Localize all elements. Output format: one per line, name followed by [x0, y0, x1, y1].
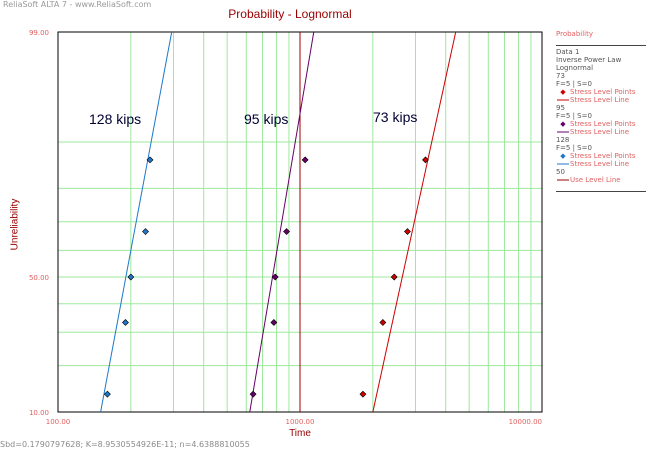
data-point-95: [249, 390, 257, 398]
y-axis-label: Unreliability: [9, 198, 21, 251]
legend-divider: [556, 45, 646, 46]
legend-counts-73: F=5 | S=0: [556, 80, 592, 88]
diamond-marker-icon: ◆: [560, 88, 566, 96]
line-marker-icon: [556, 96, 570, 104]
series-annotation-95: 95 kips: [244, 111, 288, 127]
data-point-73: [404, 228, 411, 235]
data-points: [103, 156, 429, 398]
tick-labels: 100.00 1000.00 10000.00 10.00 50.00 99.00: [29, 29, 542, 426]
legend-line-128: Stress Level Line: [556, 160, 646, 168]
legend-line-label: Stress Level Line: [570, 96, 630, 104]
legend: Probability Data 1 Inverse Power Law Log…: [556, 30, 646, 194]
legend-points-label: Stress Level Points: [570, 120, 636, 128]
data-point-73: [359, 390, 367, 398]
y-tick-label: 10.00: [29, 409, 49, 417]
annotations: 73 kips 95 kips 128 kips: [89, 109, 417, 127]
line-marker-icon: [556, 160, 570, 168]
legend-use-level: Use Level Line: [556, 176, 646, 184]
data-point-73: [390, 273, 398, 281]
legend-distribution: Lognormal: [556, 64, 594, 72]
diamond-marker-icon: ◆: [560, 152, 566, 160]
parameter-footer: Sbd=0.1790797628; K=8.9530554926E-11; n=…: [0, 440, 250, 449]
data-point-128: [142, 228, 149, 235]
legend-line-label: Stress Level Line: [570, 160, 630, 168]
fit-lines: [100, 31, 457, 413]
stress-level-line-128: [100, 31, 173, 413]
legend-line-95: Stress Level Line: [556, 128, 646, 136]
stress-level-line-73: [372, 31, 457, 413]
data-point-128: [122, 319, 129, 326]
legend-points-label: Stress Level Points: [570, 152, 636, 160]
data-point-73: [379, 319, 387, 326]
data-point-95: [271, 273, 279, 281]
legend-points-73: ◆ Stress Level Points: [556, 88, 646, 96]
legend-points-95: ◆ Stress Level Points: [556, 120, 646, 128]
legend-line-73: Stress Level Line: [556, 96, 646, 104]
legend-divider: [556, 191, 646, 192]
legend-line-label: Stress Level Line: [570, 128, 630, 136]
data-point-128: [127, 273, 135, 281]
chart-title: Probability - Lognormal: [228, 7, 352, 21]
legend-model: Inverse Power Law: [556, 56, 622, 64]
legend-counts-95: F=5 | S=0: [556, 112, 592, 120]
legend-stress-95: 95: [556, 104, 565, 112]
data-point-95: [270, 319, 278, 326]
app-watermark: ReliaSoft ALTA 7 - www.ReliaSoft.com: [3, 0, 152, 9]
diamond-marker-icon: ◆: [560, 120, 566, 128]
legend-counts-128: F=5 | S=0: [556, 144, 592, 152]
stress-level-line-95: [249, 31, 315, 413]
data-point-95: [301, 156, 309, 164]
line-marker-icon: [556, 128, 570, 136]
legend-data-name: Data 1: [556, 48, 580, 56]
x-axis-label: Time: [289, 428, 311, 439]
legend-stress-73: 73: [556, 72, 565, 80]
legend-heading: Probability: [556, 30, 594, 38]
series-annotation-128: 128 kips: [89, 111, 141, 127]
legend-points-label: Stress Level Points: [570, 88, 636, 96]
legend-points-128: ◆ Stress Level Points: [556, 152, 646, 160]
legend-stress-use: 50: [556, 168, 565, 176]
series-annotation-73: 73 kips: [373, 109, 417, 125]
y-tick-label: 99.00: [29, 29, 49, 37]
legend-stress-128: 128: [556, 136, 570, 144]
data-point-128: [103, 390, 111, 398]
data-point-95: [283, 228, 290, 235]
y-tick-label: 50.00: [29, 274, 49, 282]
line-marker-icon: [556, 176, 570, 184]
x-tick-label: 100.00: [46, 418, 71, 426]
x-tick-label: 10000.00: [509, 418, 542, 426]
data-point-73: [422, 156, 429, 164]
data-point-128: [146, 156, 154, 164]
x-tick-label: 1000.00: [286, 418, 315, 426]
legend-use-level-label: Use Level Line: [570, 176, 621, 184]
